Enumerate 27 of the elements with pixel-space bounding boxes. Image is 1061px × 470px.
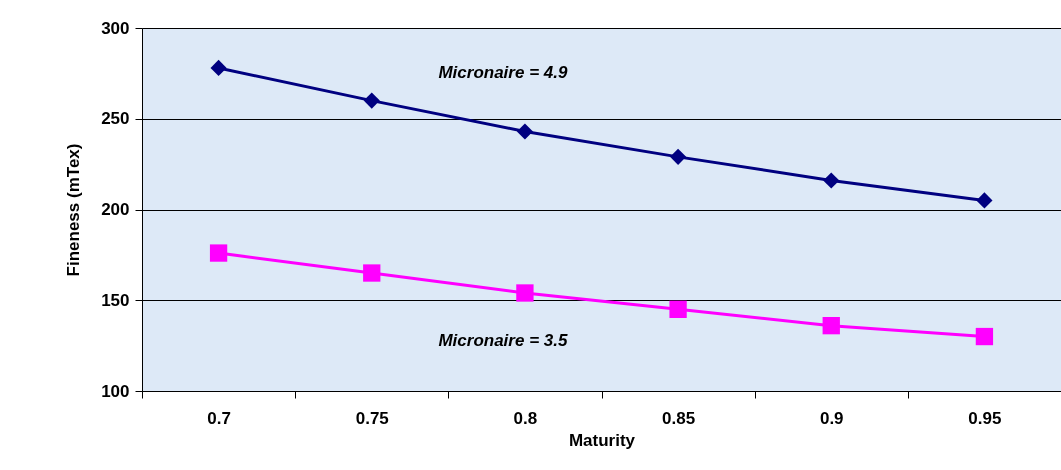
point <box>209 244 228 262</box>
x-tick-label: 0.95 <box>968 408 1002 428</box>
y-axis-title: Fineness (mTex) <box>64 143 84 277</box>
y-tick-label: 200 <box>101 200 130 219</box>
point <box>975 327 994 346</box>
point <box>363 92 380 109</box>
y-tick-label: 250 <box>101 109 130 129</box>
point <box>822 317 840 335</box>
point <box>210 59 227 76</box>
y-tick-label: 300 <box>101 18 130 38</box>
x-tick-label: 0.75 <box>355 408 389 428</box>
point <box>516 284 534 302</box>
x-axis-title: Maturity <box>568 430 636 450</box>
point <box>669 300 687 318</box>
point <box>363 264 381 282</box>
point <box>976 192 993 209</box>
series-label: Micronaire = 4.9 <box>438 63 568 83</box>
point <box>823 172 840 189</box>
series-label: Micronaire = 3.5 <box>438 330 568 350</box>
y-tick-label: 150 <box>101 290 130 310</box>
x-tick-label: 0.8 <box>513 408 538 428</box>
point <box>670 148 687 165</box>
x-tick-label: 0.7 <box>207 408 231 428</box>
point <box>516 123 533 140</box>
x-tick-label: 0.9 <box>819 408 844 428</box>
x-tick-label: 0.85 <box>662 408 696 428</box>
y-tick-label: 100 <box>101 381 130 401</box>
